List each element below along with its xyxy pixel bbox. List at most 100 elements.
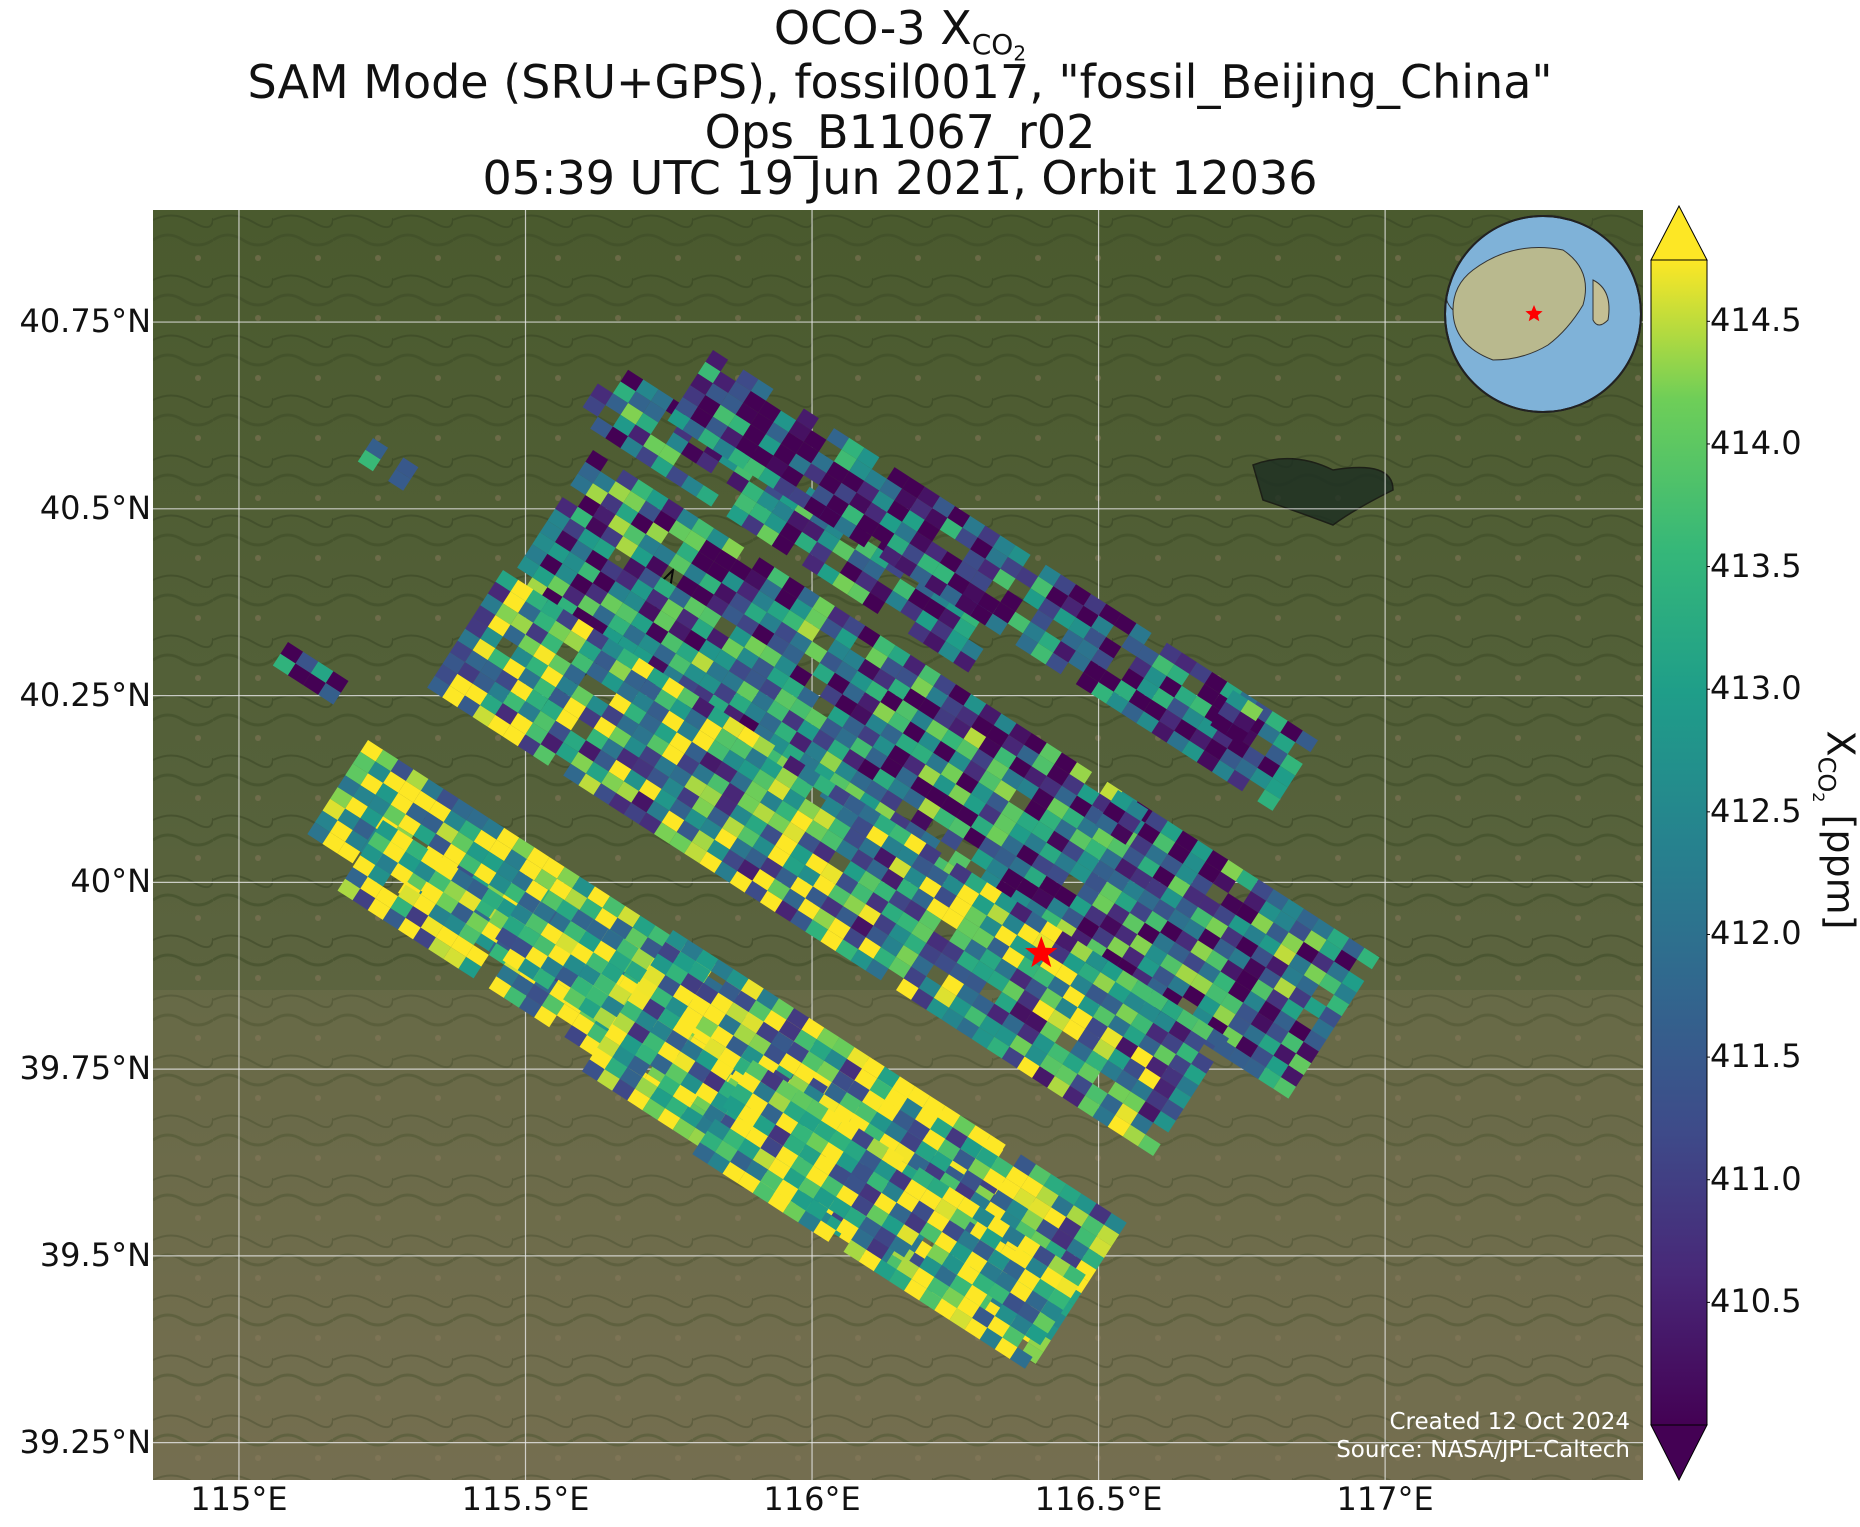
sounding-footprint (682, 418, 706, 441)
sounding-footprint (1243, 1057, 1266, 1080)
sounding-footprint (593, 749, 617, 772)
sounding-footprint (654, 789, 677, 811)
sounding-footprint (1272, 765, 1296, 788)
sounding-footprint (794, 531, 818, 554)
sounding-footprint (577, 495, 601, 517)
sounding-footprint (1166, 730, 1190, 753)
sounding-footprint (1311, 951, 1335, 974)
sounding-footprint (858, 1216, 882, 1238)
sounding-footprint (564, 888, 588, 910)
sounding-footprint (850, 816, 874, 838)
sounding-footprint (592, 504, 616, 527)
sounding-footprint (1213, 871, 1236, 894)
sounding-footprint (605, 426, 628, 449)
sounding-footprint (526, 847, 550, 869)
sounding-footprint (915, 1107, 938, 1130)
sounding-footprint (602, 896, 626, 918)
sounding-footprint (1046, 764, 1070, 786)
sounding-footprint (819, 684, 843, 706)
sounding-footprint (773, 443, 797, 466)
lon-tick-label: 116°E (763, 1480, 861, 1518)
sounding-footprint (556, 1003, 580, 1026)
sounding-footprint (1265, 1022, 1289, 1044)
sounding-footprint (964, 1005, 987, 1028)
sounding-footprint (971, 748, 994, 771)
sounding-footprint (540, 923, 564, 945)
sounding-footprint (1122, 946, 1145, 968)
sounding-footprint (661, 498, 684, 521)
sounding-footprint (1326, 928, 1350, 950)
sounding-footprint (902, 721, 926, 743)
sounding-footprint (781, 743, 805, 765)
sounding-footprint (827, 706, 850, 728)
sounding-footprint (502, 691, 526, 713)
sounding-footprint (337, 808, 361, 831)
sounding-footprint (1243, 891, 1267, 913)
sounding-footprint (802, 520, 825, 542)
sounding-footprint (1212, 971, 1236, 993)
sounding-footprint (833, 482, 857, 505)
sounding-footprint (660, 631, 684, 654)
sounding-footprint (1281, 898, 1304, 921)
sounding-footprint (827, 739, 850, 761)
sounding-footprint (1002, 1259, 1026, 1281)
sounding-footprint (1053, 574, 1076, 596)
sounding-footprint (1115, 1036, 1139, 1059)
sounding-footprint (616, 681, 640, 703)
sounding-footprint (590, 383, 613, 406)
sounding-footprint (752, 869, 775, 891)
sounding-footprint (1272, 732, 1296, 755)
target-star-icon (1025, 936, 1058, 968)
sounding-footprint (873, 1226, 897, 1248)
sounding-footprint (880, 756, 903, 779)
sounding-footprint (592, 571, 616, 593)
sounding-footprint (987, 1316, 1010, 1338)
sounding-footprint (745, 1126, 768, 1149)
sounding-footprint (635, 379, 659, 401)
sounding-footprint (533, 677, 556, 700)
sounding-footprint (1016, 877, 1039, 900)
sounding-footprint (843, 1140, 867, 1162)
sounding-footprint (697, 428, 721, 450)
sounding-footprint (322, 798, 346, 821)
sounding-footprint (895, 766, 918, 789)
sounding-footprint (741, 514, 765, 536)
sounding-footprint (986, 825, 1009, 847)
sounding-footprint (786, 1041, 810, 1063)
sounding-footprint (729, 804, 753, 826)
sounding-footprint (948, 817, 971, 839)
sounding-footprint (1129, 867, 1153, 890)
sounding-footprint (880, 656, 903, 679)
sounding-footprint (665, 963, 689, 985)
sounding-footprint (828, 884, 851, 907)
sounding-footprint (729, 737, 753, 760)
sounding-footprint (563, 630, 587, 653)
sounding-footprint (986, 758, 1009, 780)
sounding-footprint (834, 694, 858, 716)
sounding-footprint (865, 747, 888, 769)
colorbar (1650, 205, 1710, 1482)
sounding-footprint (1083, 660, 1107, 683)
sounding-footprint (1235, 869, 1259, 892)
sounding-footprint (310, 661, 334, 683)
sounding-footprint (737, 1105, 761, 1127)
sounding-footprint (581, 1059, 605, 1081)
sounding-footprint (1243, 1024, 1266, 1046)
sounding-footprint (592, 604, 616, 627)
sounding-footprint (672, 1084, 696, 1107)
sounding-footprint (691, 763, 715, 785)
sounding-footprint (843, 1239, 867, 1262)
sounding-footprint (539, 553, 563, 576)
sounding-footprint (1098, 603, 1122, 626)
sounding-footprint (1062, 1052, 1086, 1074)
sounding-footprint (964, 972, 987, 994)
sounding-footprint (1175, 930, 1198, 952)
sounding-footprint (676, 541, 699, 564)
sounding-footprint (955, 527, 978, 550)
sounding-footprint (428, 800, 452, 823)
sounding-footprint (1258, 900, 1282, 923)
sounding-footprint (642, 1098, 666, 1120)
sounding-footprint (911, 1267, 935, 1289)
sounding-footprint (570, 473, 593, 496)
sounding-footprint (1053, 607, 1076, 630)
